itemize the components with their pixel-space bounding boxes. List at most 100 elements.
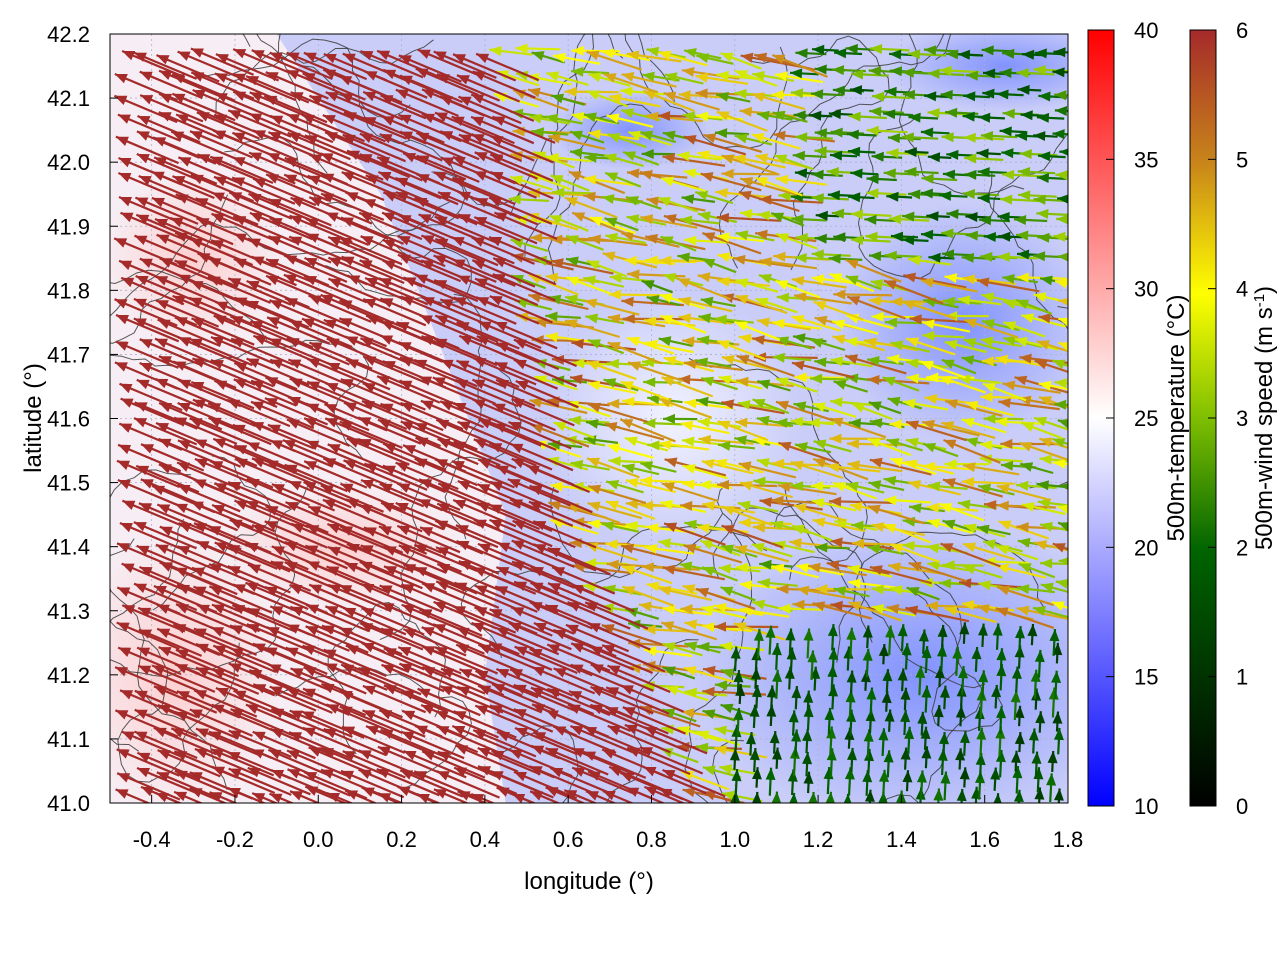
wind-vector-head bbox=[847, 747, 857, 761]
wind-vector-head bbox=[867, 438, 881, 448]
wind-vector-head bbox=[991, 684, 1002, 698]
wind-vector-head bbox=[116, 749, 130, 759]
wind-vector-head bbox=[253, 335, 267, 345]
wind-vector-head bbox=[997, 252, 1010, 262]
wind-vector-head bbox=[717, 232, 730, 243]
wind-vector-head bbox=[964, 318, 978, 329]
wind-vector-head bbox=[565, 294, 578, 305]
wind-vector-head bbox=[246, 300, 259, 311]
wind-vector-head bbox=[245, 704, 259, 714]
wind-vector-head bbox=[963, 338, 977, 348]
wind-vector-head bbox=[646, 196, 660, 207]
wind-vector-head bbox=[1038, 91, 1051, 102]
wind-vector-head bbox=[718, 441, 731, 451]
wind-vector-head bbox=[772, 458, 785, 469]
wind-vector-head bbox=[698, 479, 711, 490]
wind-vector-head bbox=[717, 479, 730, 490]
wind-vector-head bbox=[115, 789, 129, 799]
wind-vector-head bbox=[588, 402, 601, 413]
wind-vector-head bbox=[915, 665, 926, 678]
wind-vector-head bbox=[697, 335, 710, 346]
wind-vector-head bbox=[646, 111, 659, 122]
wind-vector-head bbox=[117, 587, 131, 597]
wind-vector-head bbox=[677, 726, 691, 736]
wind-vector-head bbox=[1047, 751, 1058, 764]
wind-vector-head bbox=[302, 318, 315, 328]
wind-vector-head bbox=[1058, 557, 1068, 565]
wind-vector-head bbox=[249, 670, 263, 680]
wind-vector-head bbox=[813, 301, 827, 311]
wind-vector-head bbox=[697, 641, 710, 652]
wind-vector-head bbox=[793, 503, 807, 514]
wind-vector-head bbox=[848, 111, 861, 122]
wind-vector-head bbox=[115, 710, 129, 720]
wind-vector-head bbox=[417, 688, 431, 699]
wind-vector-head bbox=[862, 770, 873, 783]
wind-vector-head bbox=[307, 358, 321, 368]
wind-vector-head bbox=[663, 413, 675, 424]
wind-vector-head bbox=[643, 316, 657, 327]
wind-vector-head bbox=[977, 167, 990, 178]
contour-line bbox=[277, 34, 328, 174]
wind-vector-head bbox=[136, 545, 150, 556]
wind-vector-head bbox=[552, 187, 565, 198]
wind-vector-head bbox=[246, 358, 260, 368]
wind-vector-head bbox=[778, 441, 792, 452]
wind-vector-head bbox=[474, 217, 488, 227]
wind-vector-head bbox=[941, 132, 954, 143]
wind-vector-head bbox=[1055, 170, 1068, 181]
wind-vector-head bbox=[439, 96, 453, 106]
wind-vector-head bbox=[117, 543, 130, 553]
x-tick-label: 0.8 bbox=[636, 827, 667, 852]
wind-vector-head bbox=[775, 280, 789, 290]
wind-vector-head bbox=[889, 49, 902, 60]
wind-vector-head bbox=[702, 709, 716, 719]
wind-vector-head bbox=[720, 586, 734, 597]
wind-vector-head bbox=[269, 52, 283, 62]
wind-vector-head bbox=[981, 292, 995, 303]
wind-vector-head bbox=[778, 482, 791, 493]
wind-vector-head bbox=[864, 214, 877, 225]
wind-vector-head bbox=[118, 173, 132, 183]
wind-vector-head bbox=[942, 296, 955, 307]
wind-vector-head bbox=[982, 88, 995, 99]
temperature-tick-label: 30 bbox=[1134, 277, 1158, 302]
wind-vector-head bbox=[380, 321, 394, 331]
wind-vector-head bbox=[489, 609, 503, 619]
wind-vector-head bbox=[215, 54, 229, 64]
wind-vector-head bbox=[1052, 543, 1066, 553]
wind-vector-head bbox=[663, 273, 677, 283]
wind-vector-head bbox=[528, 292, 542, 303]
wind-vector-head bbox=[790, 416, 804, 427]
wind-vector-head bbox=[178, 157, 192, 167]
wind-vector-head bbox=[1016, 68, 1029, 79]
wind-vector-head bbox=[946, 149, 959, 160]
wind-vector-head bbox=[570, 459, 584, 470]
wind-vector-head bbox=[494, 212, 508, 222]
wind-vector-head bbox=[682, 336, 695, 347]
wind-vector-head bbox=[626, 50, 640, 61]
wind-vector-head bbox=[228, 110, 242, 120]
wind-vector-head bbox=[306, 218, 319, 228]
wind-vector-head bbox=[848, 418, 861, 429]
wind-vector-head bbox=[134, 235, 148, 245]
wind-vector-head bbox=[684, 398, 697, 409]
wind-vector-head bbox=[621, 108, 634, 118]
wind-vector-head bbox=[869, 565, 883, 575]
wind-vector-head bbox=[117, 773, 131, 783]
wind-vector-head bbox=[1000, 194, 1013, 205]
wind-vector-head bbox=[122, 605, 136, 615]
wind-vector-head bbox=[1019, 149, 1032, 159]
wind-vector-head bbox=[139, 363, 153, 373]
wind-vector-head bbox=[662, 770, 676, 780]
wind-vector-head bbox=[569, 691, 583, 701]
wind-vector-head bbox=[997, 585, 1010, 596]
wind-vector-head bbox=[1017, 84, 1030, 95]
wind-vector-head bbox=[641, 149, 654, 159]
wind-vector-head bbox=[889, 419, 902, 430]
wind-vector-head bbox=[864, 337, 877, 348]
wind-vector-head bbox=[996, 500, 1009, 511]
wind-vector-head bbox=[867, 356, 880, 366]
wind-vector-head bbox=[995, 607, 1009, 617]
wind-vector-head bbox=[1015, 131, 1028, 141]
